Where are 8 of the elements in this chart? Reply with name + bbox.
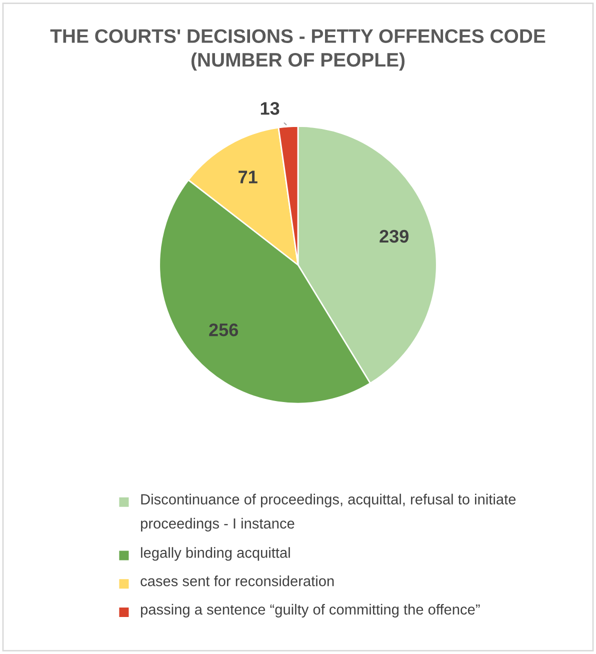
data-label: 13 xyxy=(260,102,280,115)
data-label: 256 xyxy=(209,323,238,336)
data-label: 71 xyxy=(238,170,258,184)
legend-label: legally binding acquittal xyxy=(141,547,290,561)
legend-label: cases sent for reconsideration xyxy=(140,576,334,586)
data-label: 239 xyxy=(380,230,408,243)
legend-label: passing a sentence “guilty of committing the offence” xyxy=(141,604,480,618)
chart-title: THE COURTS' DECISIONS - PETTY OFFENCES CODE (NUMBER OF PEOPLE) xyxy=(50,29,546,71)
